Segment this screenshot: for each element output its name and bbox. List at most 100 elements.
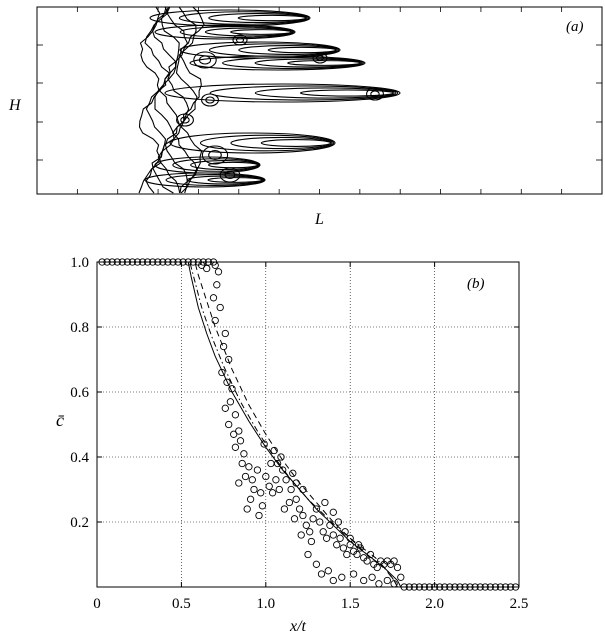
data-point xyxy=(280,505,289,513)
data-point xyxy=(309,515,317,523)
panel-b-points xyxy=(98,258,520,591)
data-point xyxy=(285,498,294,507)
data-point xyxy=(393,563,402,572)
contour-line xyxy=(157,6,181,194)
data-point xyxy=(253,466,262,474)
data-point xyxy=(326,521,334,529)
data-point xyxy=(321,498,329,507)
data-point xyxy=(375,580,383,588)
contour-line xyxy=(235,36,245,44)
x-tick-label: 1.0 xyxy=(256,596,275,612)
data-point xyxy=(240,450,248,458)
data-point xyxy=(268,489,277,497)
panel-a-ylabel: H xyxy=(8,97,22,114)
data-point xyxy=(218,368,226,377)
panel-b-label: (b) xyxy=(467,276,485,292)
y-tick-label: 1.0 xyxy=(70,255,89,271)
data-point xyxy=(282,476,290,484)
contour-line xyxy=(315,54,325,62)
data-point xyxy=(221,329,229,338)
data-point xyxy=(343,550,351,559)
y-tick-label: 0.8 xyxy=(70,320,89,336)
y-tick-label: 0.4 xyxy=(70,450,89,466)
contour-line xyxy=(201,93,219,107)
y-tick-label: 0.6 xyxy=(70,385,89,401)
contour-line xyxy=(222,56,364,70)
contour-line xyxy=(178,11,310,25)
data-point xyxy=(292,495,300,503)
data-point xyxy=(272,476,280,484)
contour-line xyxy=(267,46,337,54)
data-point xyxy=(322,534,331,542)
contour-line xyxy=(219,167,241,183)
data-point xyxy=(334,518,343,526)
data-point xyxy=(241,472,250,481)
data-point xyxy=(329,508,337,516)
data-point xyxy=(373,563,381,572)
data-point xyxy=(341,528,349,536)
data-point xyxy=(304,550,312,559)
contour-line xyxy=(189,55,366,71)
data-point xyxy=(316,518,324,526)
contour-line xyxy=(144,6,171,194)
data-point xyxy=(329,576,337,585)
contour-line xyxy=(154,24,296,40)
data-point xyxy=(302,521,310,529)
data-point xyxy=(221,404,229,412)
contour-line xyxy=(180,116,190,124)
data-point xyxy=(258,502,267,510)
data-point xyxy=(262,472,270,481)
data-point xyxy=(279,466,287,474)
contour-line xyxy=(366,87,384,101)
contour-line xyxy=(199,134,335,152)
data-point xyxy=(213,281,221,289)
panel-a-ticks xyxy=(37,7,602,194)
contour-line xyxy=(230,29,292,35)
x-tick-label: 0.5 xyxy=(172,596,191,612)
contour-line xyxy=(238,44,338,56)
data-point xyxy=(383,576,391,585)
data-point xyxy=(243,505,251,513)
data-point xyxy=(216,303,224,312)
contour-line xyxy=(312,52,328,64)
data-point xyxy=(354,541,363,549)
data-point xyxy=(246,495,255,503)
contour-line xyxy=(230,136,333,150)
x-tick-label: 2.0 xyxy=(425,596,444,612)
data-point xyxy=(226,398,235,406)
data-point xyxy=(231,443,240,451)
data-point xyxy=(211,316,219,325)
data-point xyxy=(306,528,314,536)
data-point xyxy=(312,505,321,513)
data-point xyxy=(366,550,375,559)
data-point xyxy=(336,534,344,542)
data-point xyxy=(223,378,231,386)
data-point xyxy=(231,411,240,419)
contour-line xyxy=(208,149,222,161)
contour-line xyxy=(209,85,399,101)
data-point xyxy=(349,570,358,578)
data-point xyxy=(225,420,233,429)
data-point xyxy=(324,567,332,575)
data-point xyxy=(299,485,307,494)
data-point xyxy=(267,459,275,468)
contour-line xyxy=(164,6,190,194)
data-point xyxy=(299,511,307,520)
panel-a-contours xyxy=(138,6,401,194)
data-point xyxy=(363,557,371,565)
contour-line xyxy=(260,139,332,147)
contour-line xyxy=(254,58,363,68)
data-point xyxy=(353,550,361,559)
data-point xyxy=(390,557,398,565)
data-point xyxy=(360,576,368,585)
data-point xyxy=(277,453,285,461)
data-point xyxy=(319,528,327,536)
data-point xyxy=(397,573,405,581)
contour-line xyxy=(201,145,229,165)
panel-a: (a) H L xyxy=(8,6,603,228)
panel-b-curves xyxy=(97,261,519,588)
contour-line xyxy=(232,34,248,46)
data-point xyxy=(228,385,236,393)
contour-line xyxy=(151,6,177,194)
